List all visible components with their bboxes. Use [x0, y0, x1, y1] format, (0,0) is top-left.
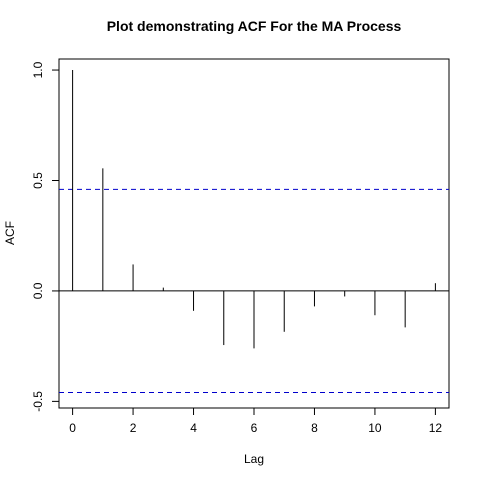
plot-frame	[58, 58, 450, 409]
y-tick-label: 0.0	[31, 282, 45, 299]
x-tick-label: 10	[368, 421, 382, 435]
y-tick-label: 1.0	[31, 61, 45, 78]
x-tick-label: 12	[429, 421, 443, 435]
y-axis-label: ACF	[3, 221, 17, 245]
x-tick-label: 4	[190, 421, 197, 435]
y-tick-label: -0.5	[31, 391, 45, 412]
plot-area: 0 2 4 6 8 10 12 -0.5 0.0 0.5 1.0	[31, 58, 450, 435]
x-tick-label: 6	[251, 421, 258, 435]
chart-title: Plot demonstrating ACF For the MA Proces…	[107, 18, 402, 34]
x-tick-label: 8	[311, 421, 318, 435]
x-axis-label: Lag	[244, 452, 264, 466]
x-tick-label: 0	[69, 421, 76, 435]
x-tick-label: 2	[130, 421, 137, 435]
y-tick-label: 0.5	[31, 172, 45, 189]
